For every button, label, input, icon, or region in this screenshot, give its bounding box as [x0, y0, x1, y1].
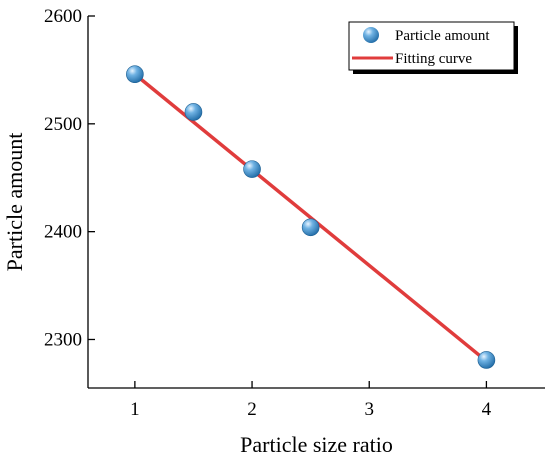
y-axis-ticks: 2300 2400 2500 2600	[44, 6, 95, 350]
x-tick-label-4: 4	[482, 399, 492, 420]
plot-frame	[87, 16, 545, 389]
data-point-1	[126, 65, 144, 84]
x-tick-label-3: 3	[364, 399, 374, 420]
fitting-curve-line	[133, 72, 488, 363]
x-tick-label-2: 2	[247, 399, 257, 420]
data-point-3	[243, 160, 261, 178]
data-point-2	[184, 103, 203, 121]
legend-label-fitting-curve: Fitting curve	[395, 51, 472, 67]
y-axis-label: Particle amount	[2, 133, 27, 272]
legend-marker-particle-amount	[363, 27, 379, 43]
x-tick-label-1: 1	[130, 399, 140, 420]
data-point-5	[477, 351, 496, 369]
x-axis-ticks: 1 2 3 4	[130, 381, 492, 420]
x-axis-label: Particle size ratio	[240, 432, 393, 457]
y-tick-label-2400: 2400	[44, 222, 82, 243]
series-layer	[126, 65, 496, 369]
legend-label-particle-amount: Particle amount	[395, 28, 490, 44]
legend: Particle amount Fitting curve	[348, 21, 518, 74]
y-tick-label-2300: 2300	[44, 329, 82, 350]
y-tick-label-2500: 2500	[44, 114, 82, 135]
y-tick-label-2600: 2600	[44, 6, 82, 27]
data-point-4	[301, 218, 320, 237]
